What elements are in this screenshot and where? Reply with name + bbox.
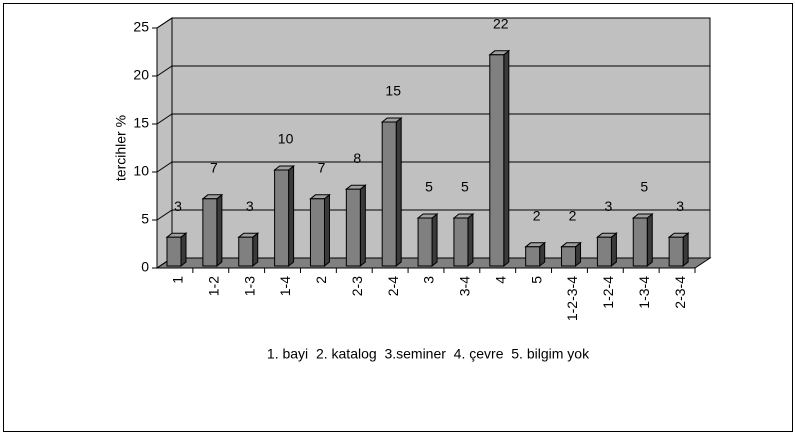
bar-front: [345, 188, 361, 267]
grid-line: [156, 209, 710, 221]
bar-side: [288, 164, 295, 268]
x-tick-label: 3-4: [457, 276, 473, 296]
bar: [524, 241, 547, 268]
bar-front: [202, 198, 218, 267]
bar: [452, 212, 475, 268]
value-label: 2: [569, 208, 577, 224]
plot-area: [152, 17, 712, 273]
bar-side: [431, 212, 438, 268]
value-label: 7: [318, 160, 326, 176]
x-tick-label: 1-2-4: [600, 276, 616, 309]
grid-line: [156, 65, 710, 77]
bar-side: [610, 232, 617, 268]
bar-front: [274, 169, 290, 267]
grid-line: [156, 161, 710, 173]
value-label: 8: [353, 150, 361, 166]
bar-front: [417, 217, 433, 267]
bar: [237, 232, 260, 268]
value-label: 3: [676, 198, 684, 214]
value-label: 7: [210, 160, 218, 176]
bar: [201, 193, 224, 268]
x-tick-label: 1-2: [206, 276, 222, 296]
bar-front: [668, 236, 684, 267]
bar-front: [489, 54, 505, 267]
value-label: 15: [385, 83, 401, 99]
bar: [416, 212, 439, 268]
bar: [273, 164, 296, 268]
x-tick-label: 2-3: [349, 276, 365, 296]
grid-line: [156, 113, 710, 125]
x-tick-label: 3: [421, 276, 437, 284]
bar-side: [323, 193, 330, 268]
x-tick-label: 2: [313, 276, 329, 284]
bar: [309, 193, 331, 268]
bar-front: [166, 236, 182, 267]
bar-side: [395, 116, 402, 268]
note: 1. bayi 2. katalog 3.seminer 4. çevre 5.…: [267, 346, 590, 362]
y-tick-label: 20: [133, 67, 149, 83]
x-tick-label: 1-3-4: [636, 276, 652, 309]
bar-side: [359, 184, 366, 268]
value-label: 5: [425, 179, 433, 195]
bar-side: [180, 232, 187, 268]
bar: [595, 232, 618, 268]
bar-front: [632, 217, 648, 267]
value-label: 10: [278, 131, 294, 147]
bar: [560, 241, 582, 268]
bar-side: [467, 212, 474, 268]
side-wall: [156, 17, 173, 269]
value-label: 3: [246, 198, 254, 214]
bar-side: [503, 49, 510, 268]
value-label: 2: [533, 208, 541, 224]
bar-side: [252, 232, 259, 268]
y-tick-label: 15: [133, 115, 149, 131]
y-tick-label: 5: [141, 211, 149, 227]
value-label: 5: [461, 179, 469, 195]
x-tick-label: 1-4: [277, 276, 293, 296]
x-tick-label: 1-3: [241, 276, 257, 296]
x-tick-label: 2-3-4: [672, 276, 688, 309]
bar: [631, 212, 654, 268]
bar-front: [309, 198, 325, 267]
bar: [667, 232, 690, 268]
value-label: 3: [174, 198, 182, 214]
back-wall: [171, 17, 711, 259]
x-tick-label: 1-2-3-4: [564, 276, 580, 321]
y-tick-label: 0: [141, 259, 149, 275]
y-tick-label: 10: [133, 163, 149, 179]
bar: [344, 184, 367, 268]
bar-front: [453, 217, 469, 267]
x-tick-label: 1: [170, 276, 186, 284]
bar-front: [381, 121, 397, 267]
value-label: 22: [493, 16, 509, 32]
grid-line: [156, 17, 710, 29]
bar-front: [238, 236, 254, 267]
x-tick-label: 2-4: [385, 276, 401, 296]
bar-front: [561, 246, 577, 267]
bar: [488, 49, 511, 268]
y-tick-label: 25: [133, 19, 149, 35]
bar-front: [525, 246, 541, 267]
bar: [165, 232, 188, 268]
bar-side: [682, 232, 689, 268]
value-label: 3: [605, 198, 613, 214]
bar-front: [596, 236, 612, 267]
bar-side: [216, 193, 223, 268]
bar-side: [646, 212, 653, 268]
x-tick-label: 5: [528, 276, 544, 284]
y-axis-label: tercihler %: [113, 115, 129, 181]
x-tick-label: 4: [492, 276, 508, 284]
bar: [380, 116, 403, 268]
value-label: 5: [640, 179, 648, 195]
